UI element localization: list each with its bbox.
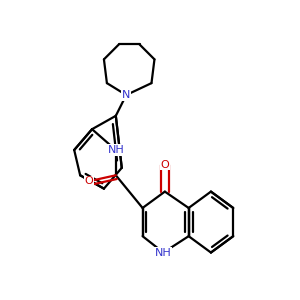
Text: NH: NH: [107, 145, 124, 155]
Text: O: O: [160, 160, 169, 170]
Text: NH: NH: [155, 248, 172, 257]
Text: N: N: [122, 90, 130, 100]
Text: O: O: [85, 176, 93, 186]
